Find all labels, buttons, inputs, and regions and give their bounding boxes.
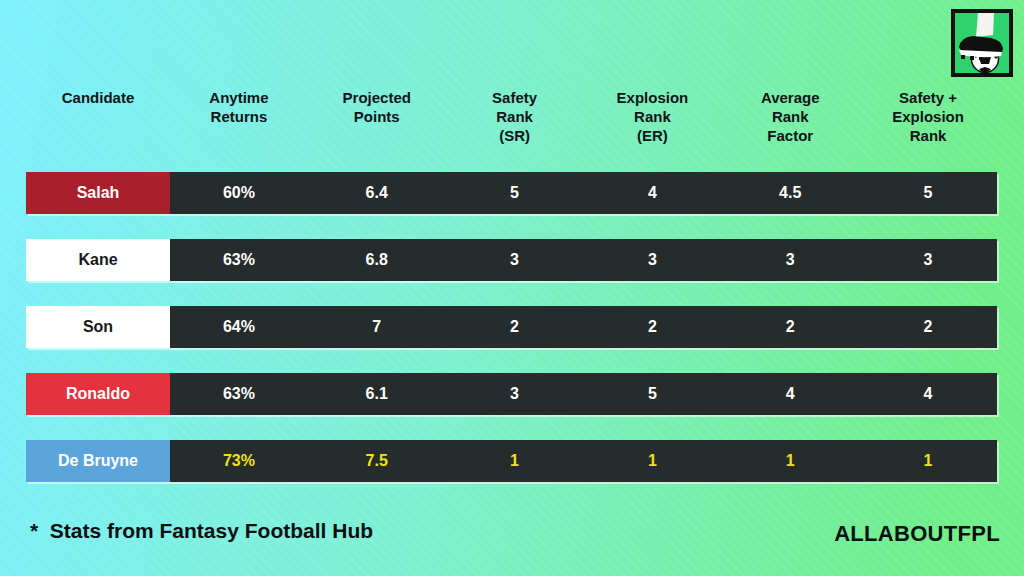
cell-safety-rank: 3 xyxy=(446,373,584,415)
cell-average-rank-factor: 4 xyxy=(721,373,859,415)
player-label: Ronaldo xyxy=(26,373,170,415)
cell-projected-points: 6.4 xyxy=(308,172,446,214)
row-values-bar: 73% 7.5 1 1 1 1 xyxy=(170,440,997,482)
table-row-son: Son 64% 7 2 2 2 2 xyxy=(26,306,997,348)
cell-anytime-returns: 63% xyxy=(170,373,308,415)
row-values-bar: 63% 6.1 3 5 4 4 xyxy=(170,373,997,415)
cell-anytime-returns: 60% xyxy=(170,172,308,214)
cell-average-rank-factor: 3 xyxy=(721,239,859,281)
cell-explosion-rank: 4 xyxy=(583,172,721,214)
boot-on-football-logo-icon xyxy=(951,9,1013,77)
header-explosion-rank: Explosion Rank (ER) xyxy=(583,88,721,145)
brand-wordmark: ALLABOUTFPL xyxy=(834,521,1000,547)
cell-safety-explosion-rank: 2 xyxy=(859,306,997,348)
header-candidate: Candidate xyxy=(26,88,170,145)
cell-safety-rank: 1 xyxy=(446,440,584,482)
cell-projected-points: 7.5 xyxy=(308,440,446,482)
row-values-bar: 60% 6.4 5 4 4.5 5 xyxy=(170,172,997,214)
row-values-bar: 63% 6.8 3 3 3 3 xyxy=(170,239,997,281)
cell-safety-rank: 2 xyxy=(446,306,584,348)
cell-average-rank-factor: 4.5 xyxy=(721,172,859,214)
header-projected-points: Projected Points xyxy=(308,88,446,145)
cell-average-rank-factor: 1 xyxy=(721,440,859,482)
header-safety-rank: Safety Rank (SR) xyxy=(446,88,584,145)
header-safety-explosion-rank: Safety + Explosion Rank xyxy=(859,88,997,145)
row-values-bar: 64% 7 2 2 2 2 xyxy=(170,306,997,348)
player-label: Son xyxy=(26,306,170,348)
stats-source-note: * Stats from Fantasy Football Hub xyxy=(30,519,373,543)
cell-explosion-rank: 1 xyxy=(583,440,721,482)
header-anytime-returns: Anytime Returns xyxy=(170,88,308,145)
table-row-salah: Salah 60% 6.4 5 4 4.5 5 xyxy=(26,172,997,214)
cell-safety-explosion-rank: 1 xyxy=(859,440,997,482)
cell-average-rank-factor: 2 xyxy=(721,306,859,348)
stats-table: Candidate Anytime Returns Projected Poin… xyxy=(26,88,997,145)
cell-safety-explosion-rank: 4 xyxy=(859,373,997,415)
player-label: De Bruyne xyxy=(26,440,170,482)
table-body: Salah 60% 6.4 5 4 4.5 5 Kane 63% 6.8 3 3 xyxy=(26,172,997,482)
cell-safety-explosion-rank: 3 xyxy=(859,239,997,281)
cell-explosion-rank: 3 xyxy=(583,239,721,281)
cell-anytime-returns: 64% xyxy=(170,306,308,348)
cell-projected-points: 7 xyxy=(308,306,446,348)
cell-safety-rank: 3 xyxy=(446,239,584,281)
cell-explosion-rank: 5 xyxy=(583,373,721,415)
table-row-de-bruyne: De Bruyne 73% 7.5 1 1 1 1 xyxy=(26,440,997,482)
table-header-row: Candidate Anytime Returns Projected Poin… xyxy=(26,88,997,145)
cell-anytime-returns: 73% xyxy=(170,440,308,482)
cell-projected-points: 6.8 xyxy=(308,239,446,281)
player-label: Salah xyxy=(26,172,170,214)
cell-safety-rank: 5 xyxy=(446,172,584,214)
header-average-rank-factor: Average Rank Factor xyxy=(721,88,859,145)
infographic-page: Candidate Anytime Returns Projected Poin… xyxy=(0,0,1024,576)
cell-projected-points: 6.1 xyxy=(308,373,446,415)
player-label: Kane xyxy=(26,239,170,281)
cell-safety-explosion-rank: 5 xyxy=(859,172,997,214)
table-row-ronaldo: Ronaldo 63% 6.1 3 5 4 4 xyxy=(26,373,997,415)
cell-anytime-returns: 63% xyxy=(170,239,308,281)
cell-explosion-rank: 2 xyxy=(583,306,721,348)
table-row-kane: Kane 63% 6.8 3 3 3 3 xyxy=(26,239,997,281)
